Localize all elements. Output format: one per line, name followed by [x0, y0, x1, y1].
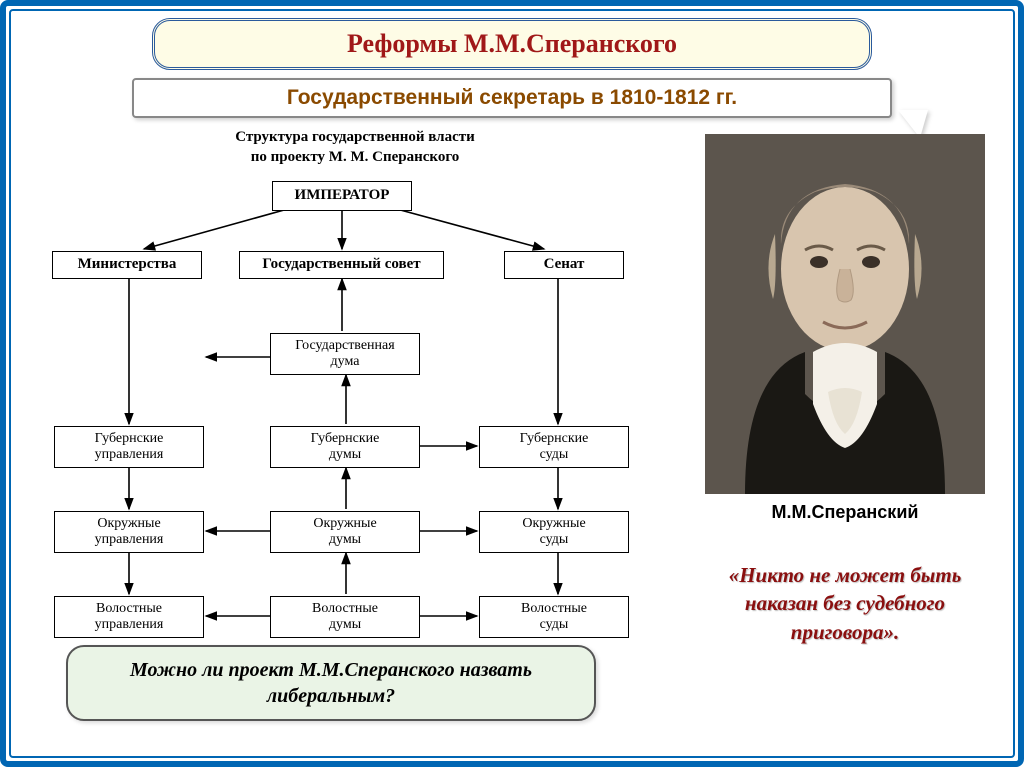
quote-text: «Никто не может быть наказан без судебно… — [700, 561, 990, 646]
node-duma: Государственнаядума — [270, 333, 420, 375]
node-ministries: Министерства — [52, 251, 202, 279]
org-chart: ИМПЕРАТОР Министерства Государственный сов… — [34, 181, 654, 651]
node-gub_duma: Губернскиедумы — [270, 426, 420, 468]
subtitle-text: Государственный секретарь в 1810-1812 гг… — [287, 86, 737, 109]
subtitle-banner: Государственный секретарь в 1810-1812 гг… — [132, 78, 892, 118]
node-okr_duma: Окружныедумы — [270, 511, 420, 553]
diagram-column: Структура государственной властипо проек… — [34, 128, 676, 651]
node-okr_upr: Окружныеуправления — [54, 511, 204, 553]
question-banner: Можно ли проект М.М.Сперанского назвать … — [66, 645, 596, 721]
node-emperor: ИМПЕРАТОР — [272, 181, 412, 211]
main-content: Структура государственной властипо проек… — [6, 128, 1018, 651]
node-gub_upr: Губернскиеуправления — [54, 426, 204, 468]
portrait-column: М.М.Сперанский «Никто не может быть нака… — [700, 128, 990, 651]
node-vol_duma: Волостныедумы — [270, 596, 420, 638]
slide-title: Реформы М.М.Сперанского — [347, 29, 677, 58]
node-vol_upr: Волостныеуправления — [54, 596, 204, 638]
diagram-heading: Структура государственной властипо проек… — [34, 128, 676, 167]
slide-title-banner: Реформы М.М.Сперанского — [152, 18, 872, 70]
node-vol_sud: Волостныесуды — [479, 596, 629, 638]
portrait-caption: М.М.Сперанский — [772, 502, 919, 523]
node-gub_sud: Губернскиесуды — [479, 426, 629, 468]
portrait-image — [705, 134, 985, 494]
node-council: Государственный совет — [239, 251, 444, 279]
node-senate: Сенат — [504, 251, 624, 279]
question-text: Можно ли проект М.М.Сперанского назвать … — [130, 659, 532, 707]
node-okr_sud: Окружныесуды — [479, 511, 629, 553]
